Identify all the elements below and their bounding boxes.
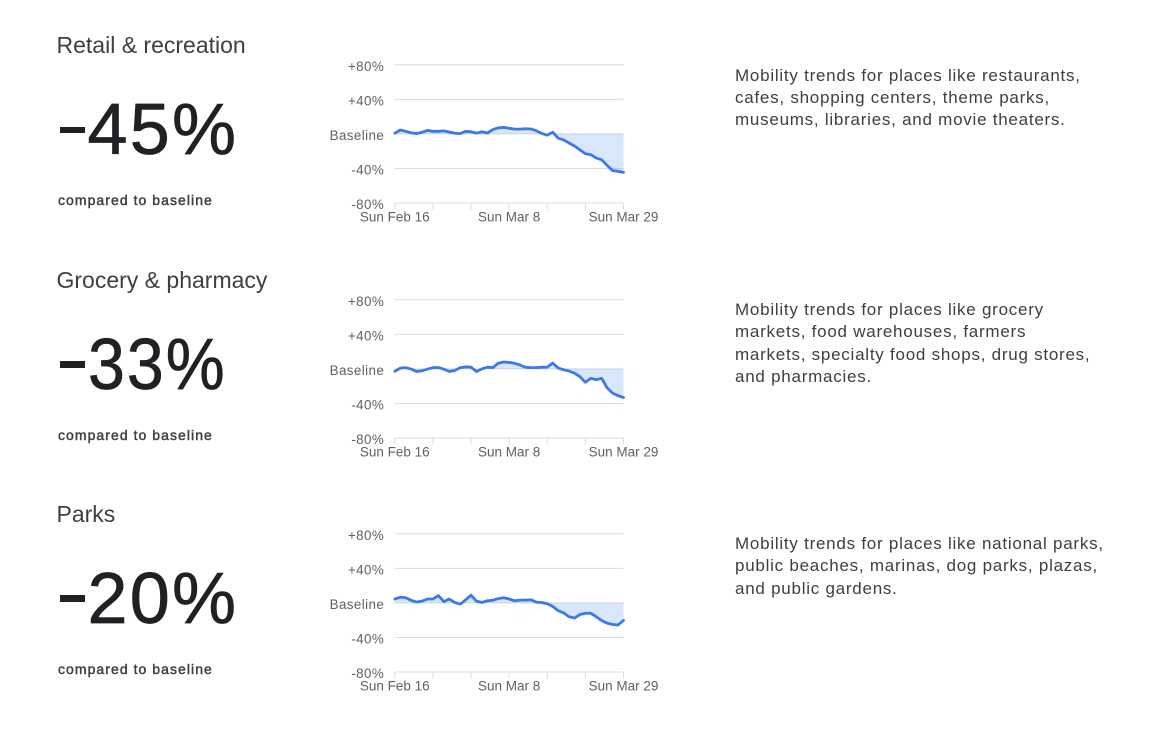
svg-text:Sun Mar 29: Sun Mar 29	[589, 678, 659, 693]
svg-text:-40%: -40%	[351, 163, 384, 178]
svg-text:+40%: +40%	[348, 93, 384, 108]
svg-text:-80%: -80%	[351, 666, 384, 681]
svg-text:+80%: +80%	[348, 59, 384, 74]
svg-text:Sun Mar 29: Sun Mar 29	[589, 444, 659, 459]
svg-text:-40%: -40%	[351, 397, 384, 412]
svg-text:Sun Feb 16: Sun Feb 16	[360, 209, 430, 224]
svg-text:Baseline: Baseline	[330, 128, 385, 143]
svg-text:+40%: +40%	[348, 562, 384, 577]
svg-text:Sun Feb 16: Sun Feb 16	[360, 678, 430, 693]
svg-text:Sun Feb 16: Sun Feb 16	[360, 444, 430, 459]
svg-text:+80%: +80%	[348, 293, 384, 308]
svg-text:Baseline: Baseline	[330, 363, 385, 378]
svg-text:+80%: +80%	[348, 527, 384, 542]
svg-text:-80%: -80%	[351, 197, 384, 212]
svg-text:Sun Mar 8: Sun Mar 8	[478, 678, 540, 693]
svg-text:Sun Mar 8: Sun Mar 8	[478, 444, 540, 459]
svg-text:Baseline: Baseline	[330, 597, 385, 612]
svg-text:-80%: -80%	[351, 432, 384, 447]
svg-text:+40%: +40%	[348, 328, 384, 343]
svg-text:Sun Mar 8: Sun Mar 8	[478, 209, 540, 224]
svg-text:Sun Mar 29: Sun Mar 29	[589, 209, 659, 224]
svg-text:-40%: -40%	[351, 631, 384, 646]
